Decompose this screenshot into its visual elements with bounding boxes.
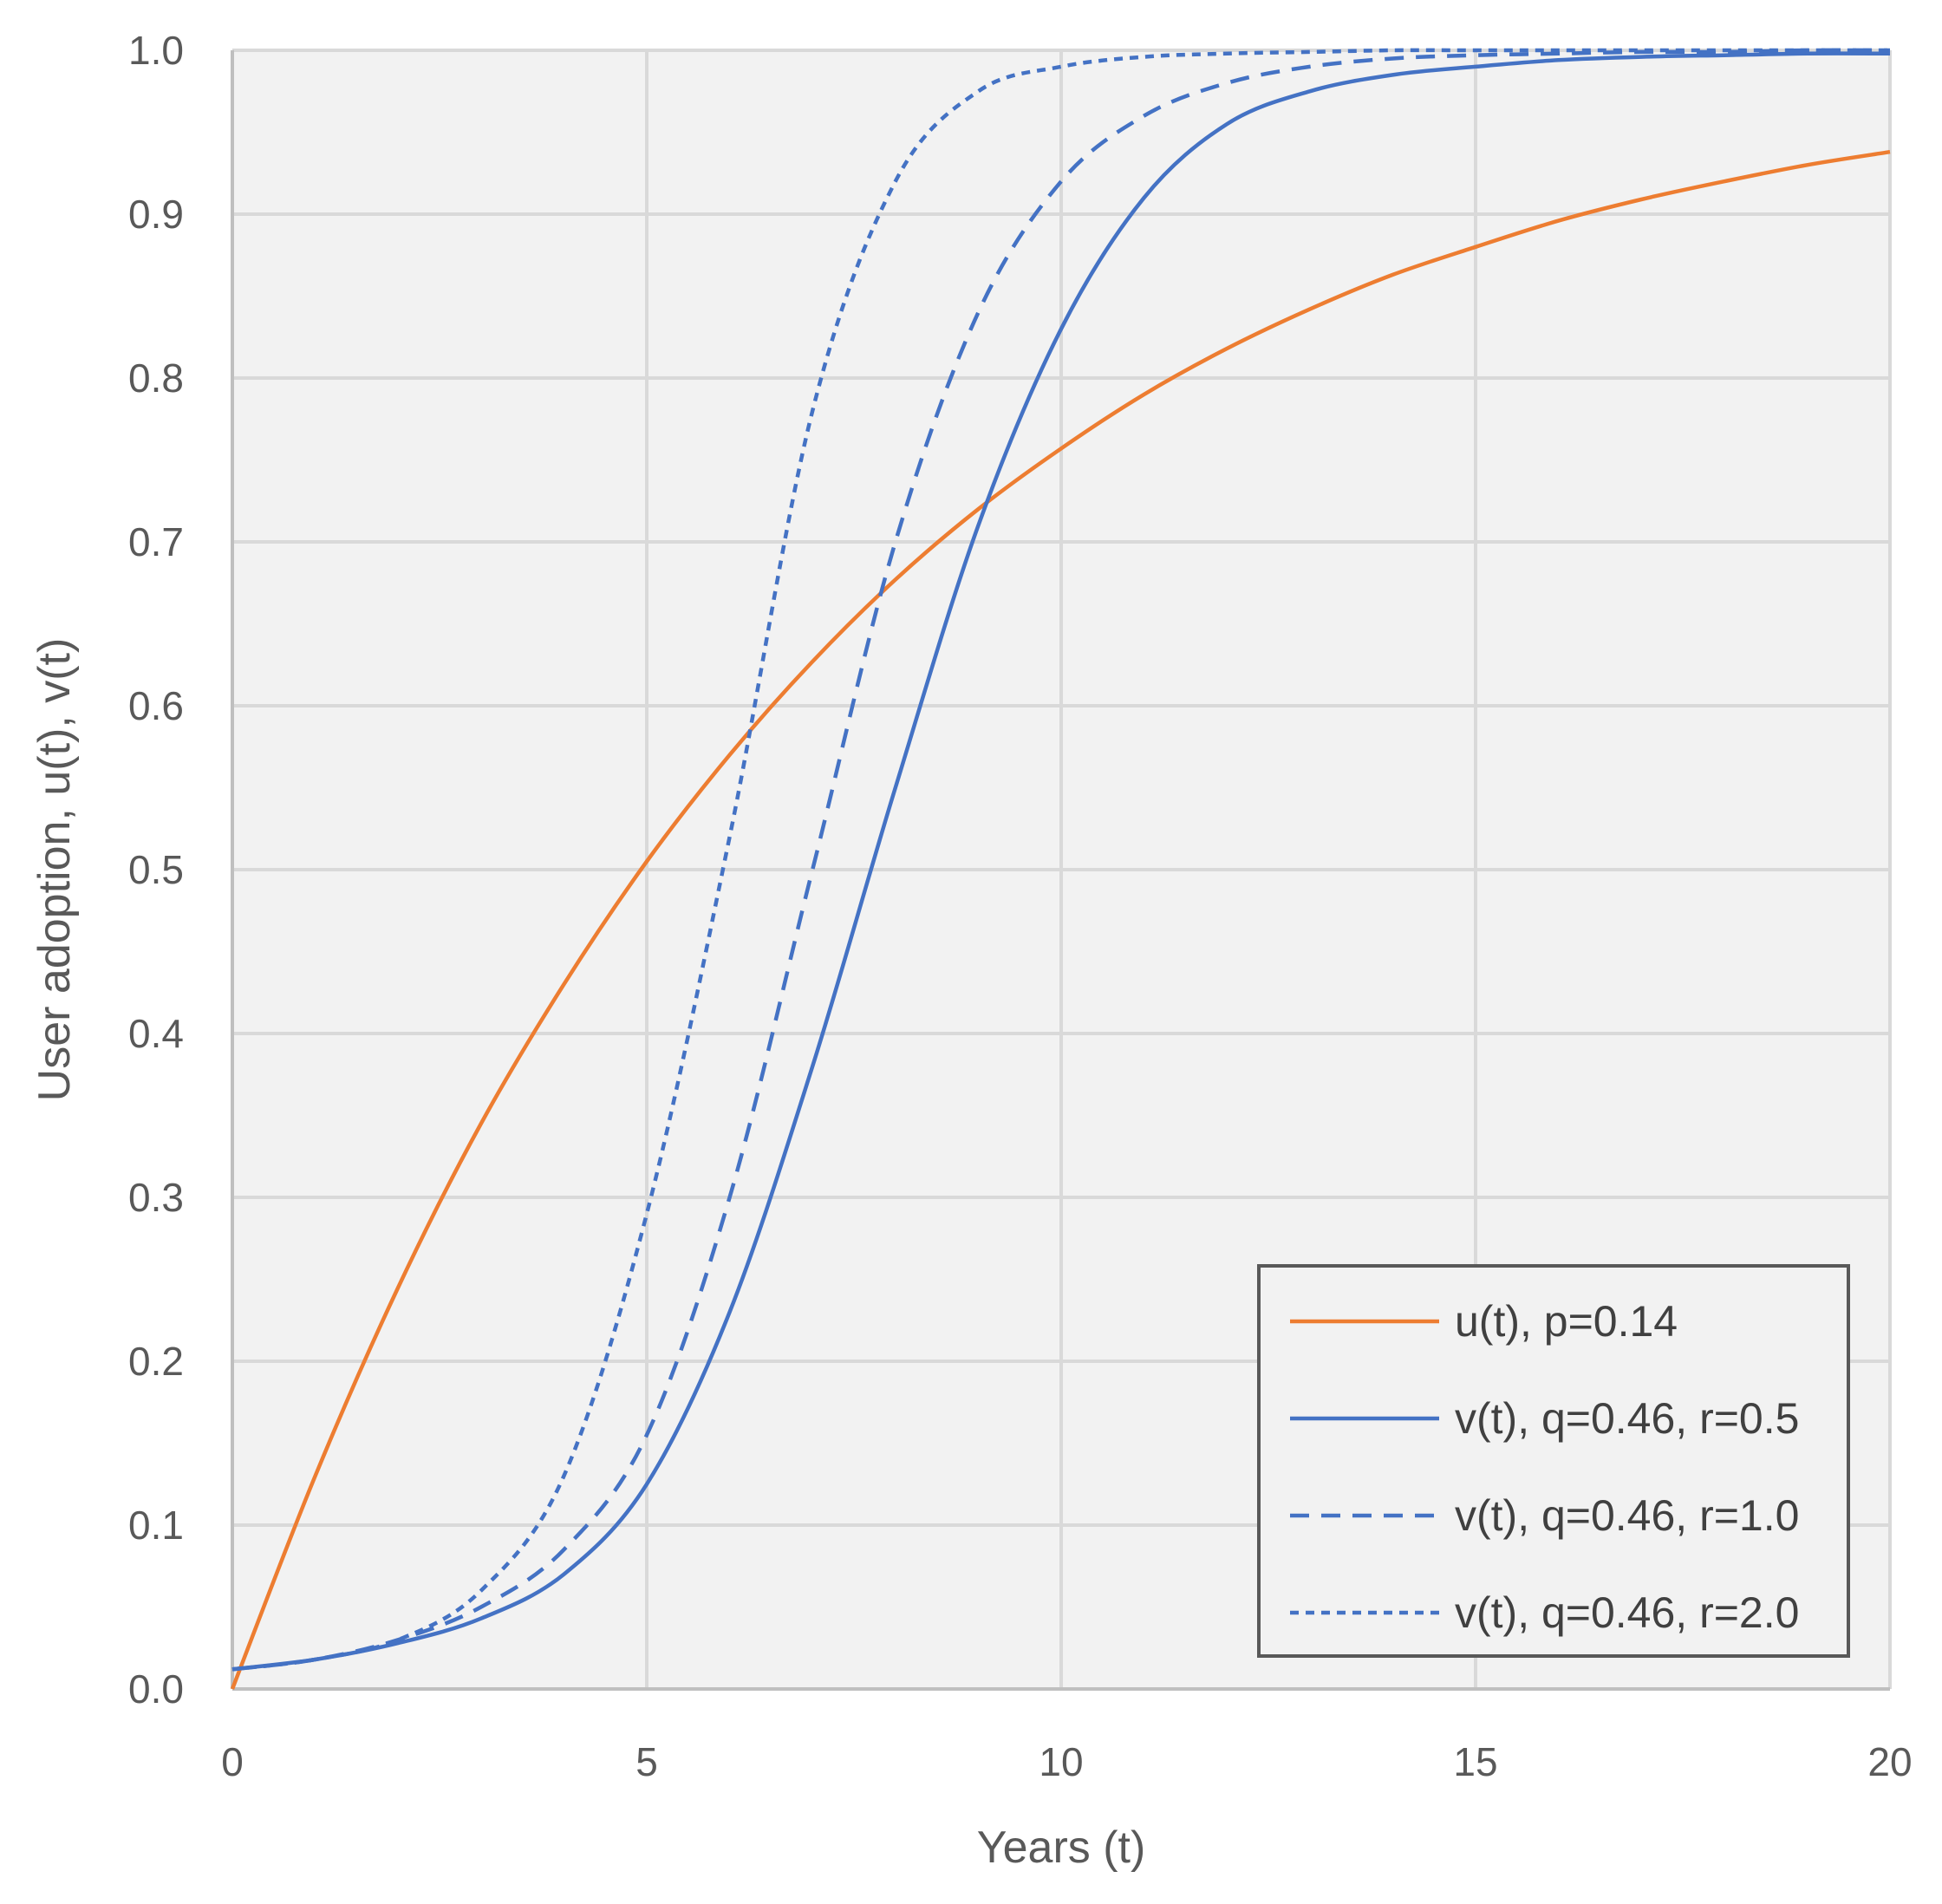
x-tick-label: 20 [1867,1739,1912,1784]
legend-label-1: u(t), p=0.14 [1455,1297,1678,1346]
y-tick-label: 0.7 [128,519,184,564]
x-tick-label: 0 [221,1739,244,1784]
y-tick-label: 0.9 [128,192,184,237]
x-tick-label: 15 [1453,1739,1497,1784]
legend-label-4: v(t), q=0.46, r=2.0 [1455,1588,1799,1637]
y-tick-label: 0.2 [128,1339,184,1384]
legend-box [1257,1264,1850,1658]
y-tick-label: 0.8 [128,355,184,401]
y-tick-label: 1.0 [128,28,184,73]
x-tick-label: 10 [1039,1739,1083,1784]
tick-labels: 0.0 0.1 0.2 0.3 0.4 0.5 0.6 0.7 0.8 0.9 1.0 0 5 10 15 2… [128,28,1913,1784]
x-tick-label: 5 [635,1739,658,1784]
series-line-3 [231,48,1891,1672]
y-tick-label: 0.4 [128,1011,184,1056]
y-axis-title: User adoption, u(t), v(t) [29,638,80,1102]
series-line-2 [231,51,1891,1672]
y-tick-label: 0.6 [128,683,184,728]
y-tick-label: 0.3 [128,1175,184,1220]
y-tick-label: 0.5 [128,847,184,892]
legend-label-3: v(t), q=0.46, r=1.0 [1455,1491,1799,1540]
series-lines [230,48,1891,1690]
y-tick-label: 0.1 [128,1503,184,1548]
series-line-1 [230,149,1891,1690]
y-tick-label: 0.0 [128,1666,184,1712]
legend: u(t), p=0.14 v(t), q=0.46, r=0.5 v(t), q=0… [1257,1264,1850,1658]
x-axis-title: Years (t) [977,1822,1146,1873]
legend-label-2: v(t), q=0.46, r=0.5 [1455,1394,1799,1443]
series-line-4 [231,48,1890,1672]
